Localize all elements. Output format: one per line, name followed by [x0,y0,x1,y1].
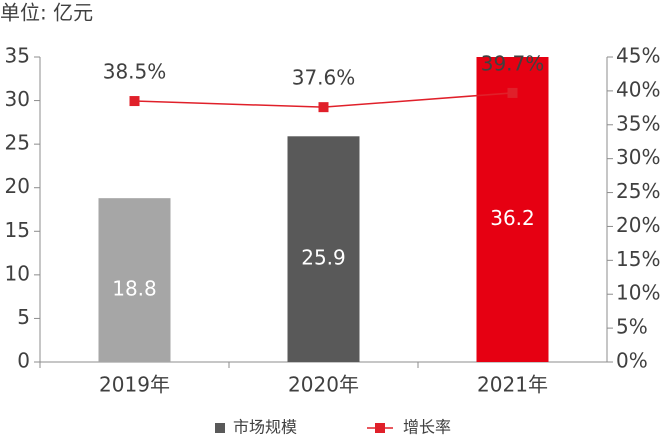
legend-swatch [215,423,225,433]
y2-tick-label: 35% [616,111,660,135]
x-tick-label: 2020年 [288,373,359,397]
y2-tick-label: 15% [616,247,660,271]
y2-tick-label: 25% [616,179,660,203]
y-tick-label: 25 [5,131,30,155]
bar-value-label: 36.2 [490,206,535,230]
bars [98,57,549,362]
y2-tick-label: 5% [616,315,648,339]
line-value-label: 39.7% [481,51,545,75]
y2-tick-label: 30% [616,145,660,169]
y-tick-label: 35 [5,44,30,68]
legend-label: 市场规模 [233,418,297,437]
y2-tick-label: 45% [616,44,660,68]
y2-tick-label: 0% [616,349,648,373]
legend-swatch [375,423,385,433]
unit-label: 单位: 亿元 [0,1,93,25]
x-tick-label: 2019年 [99,373,170,397]
y-tick-label: 20 [5,174,30,198]
y2-tick-label: 40% [616,77,660,101]
bar-value-label: 25.9 [301,246,346,270]
line-value-label: 37.6% [292,66,356,90]
bar [98,198,171,362]
growth-marker [129,96,140,107]
bar-value-label: 18.8 [112,277,157,301]
bar [287,136,360,362]
y-tick-label: 5 [17,305,30,329]
bar [476,57,549,362]
growth-marker [318,102,329,113]
growth-marker [507,87,518,98]
line-value-label: 38.5% [103,60,167,84]
y-tick-label: 10 [5,261,30,285]
y-tick-label: 15 [5,218,30,242]
y-tick-label: 0 [17,349,30,373]
legend-label: 增长率 [403,418,451,437]
y-tick-label: 30 [5,87,30,111]
x-tick-label: 2021年 [477,373,548,397]
y2-tick-label: 10% [616,281,660,305]
y2-tick-label: 20% [616,213,660,237]
